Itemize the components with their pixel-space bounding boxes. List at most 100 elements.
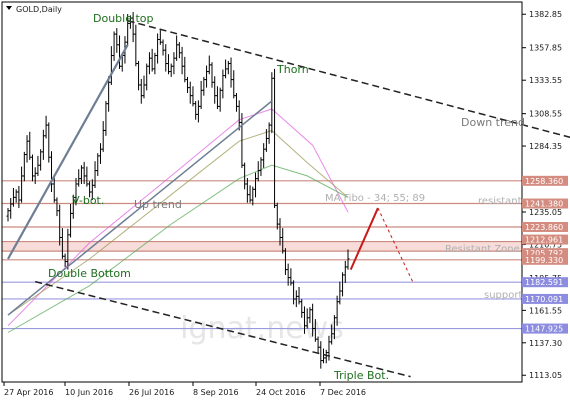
y-tick-label: 1382.85 (529, 10, 562, 19)
price-bar (221, 69, 225, 99)
trendline-up-channel (7, 44, 129, 260)
price-bar (199, 80, 203, 110)
forecast-up-line (349, 207, 379, 271)
y-tick-label: 1333.55 (529, 76, 562, 85)
price-bar (229, 57, 233, 88)
price-bar (41, 129, 45, 160)
level-price-label: 1223.860 (525, 223, 563, 232)
price-bar (30, 154, 34, 182)
price-bar (139, 78, 143, 104)
price-bar (147, 52, 151, 75)
price-bar (175, 35, 179, 61)
price-bar (104, 101, 108, 136)
level-price-label: 1182.591 (525, 278, 563, 287)
annotation-thorn: Thorn (276, 63, 309, 76)
price-bar (96, 153, 100, 176)
price-bar (153, 52, 157, 75)
price-bar (44, 115, 48, 139)
price-bar (36, 155, 40, 176)
price-bar (218, 87, 222, 112)
price-bar (297, 287, 301, 305)
x-tick-label: 27 Apr 2016 (4, 388, 53, 397)
price-bar (254, 172, 258, 198)
price-bar (194, 101, 198, 120)
x-tick-label: 8 Sep 2016 (193, 388, 239, 397)
price-bar (69, 204, 73, 238)
price-bar (275, 202, 279, 230)
price-bar (77, 169, 81, 187)
ma-line (7, 164, 349, 333)
trendline-up-trend (7, 100, 273, 316)
price-bar (248, 185, 252, 203)
price-bar (39, 149, 43, 171)
price-bar (188, 81, 192, 104)
price-bar (172, 52, 176, 75)
price-bar (58, 204, 62, 246)
x-tick-label: 7 Dec 2016 (320, 388, 366, 397)
price-bar (166, 54, 170, 75)
price-bar (142, 75, 146, 99)
price-bar (161, 39, 165, 56)
price-bar (180, 46, 184, 75)
level-price-label: 1241.380 (525, 200, 563, 209)
price-bar (177, 42, 181, 59)
price-bar (150, 48, 154, 72)
price-bar (234, 92, 238, 112)
y-tick-label: 1210.75 (529, 241, 562, 250)
price-bar (213, 76, 217, 104)
y-tick-label: 1137.30 (529, 339, 562, 348)
price-bar (267, 122, 271, 144)
annotation-triple-bot: Triple Bot. (333, 369, 389, 382)
price-bar (6, 208, 10, 222)
symbol-label: GOLD,Daily (16, 5, 62, 14)
level-price-box (522, 254, 568, 265)
price-bar (14, 189, 18, 203)
y-tick-label: 1113.05 (529, 371, 562, 380)
price-bar (85, 166, 89, 187)
price-bar (169, 63, 173, 77)
price-bar (9, 198, 13, 219)
price-bar (224, 59, 228, 79)
annotation-ma-fibo: MA Fibo - 34; 55; 89 (325, 193, 425, 204)
price-bar (17, 185, 21, 209)
price-bar (205, 65, 209, 88)
price-bar (341, 272, 345, 297)
level-price-label: 1212.961 (525, 236, 563, 245)
price-bar (322, 348, 326, 364)
annotation-v-bot: V-bot. (72, 194, 104, 207)
price-bar (33, 167, 37, 184)
annotation-support: support (484, 290, 522, 301)
price-bar (134, 24, 138, 67)
annotation-resistant: resistant (478, 196, 522, 207)
price-bar (215, 86, 219, 110)
price-bar (25, 135, 29, 163)
price-bar (346, 249, 350, 270)
y-tick-label: 1357.85 (529, 44, 562, 53)
resistant-zone-band (2, 241, 522, 252)
level-price-label: 1199.330 (525, 256, 563, 265)
price-bar (283, 248, 287, 275)
price-bar (324, 349, 328, 364)
annotation-resistant-zone: Resistant Zone (445, 244, 520, 255)
trendline-down-lower (35, 280, 411, 378)
level-price-label: 1147.925 (525, 325, 563, 334)
annotation-up-trend: Up trend (134, 198, 182, 211)
price-bar (207, 55, 211, 75)
price-bar (98, 143, 102, 164)
price-bar (109, 46, 113, 85)
price-bar (259, 157, 263, 176)
price-bar (245, 177, 249, 203)
level-price-box (522, 277, 568, 288)
level-price-label: 1205.792 (525, 249, 563, 258)
y-tick-label: 1284.35 (529, 142, 562, 151)
price-bar (262, 143, 266, 168)
price-bar (137, 60, 141, 91)
forecast-down-line (377, 207, 414, 284)
price-bar (226, 60, 230, 75)
price-bar (210, 62, 214, 88)
level-price-label: 1170.091 (525, 295, 563, 304)
level-price-box (522, 221, 568, 232)
price-bar (47, 122, 51, 163)
